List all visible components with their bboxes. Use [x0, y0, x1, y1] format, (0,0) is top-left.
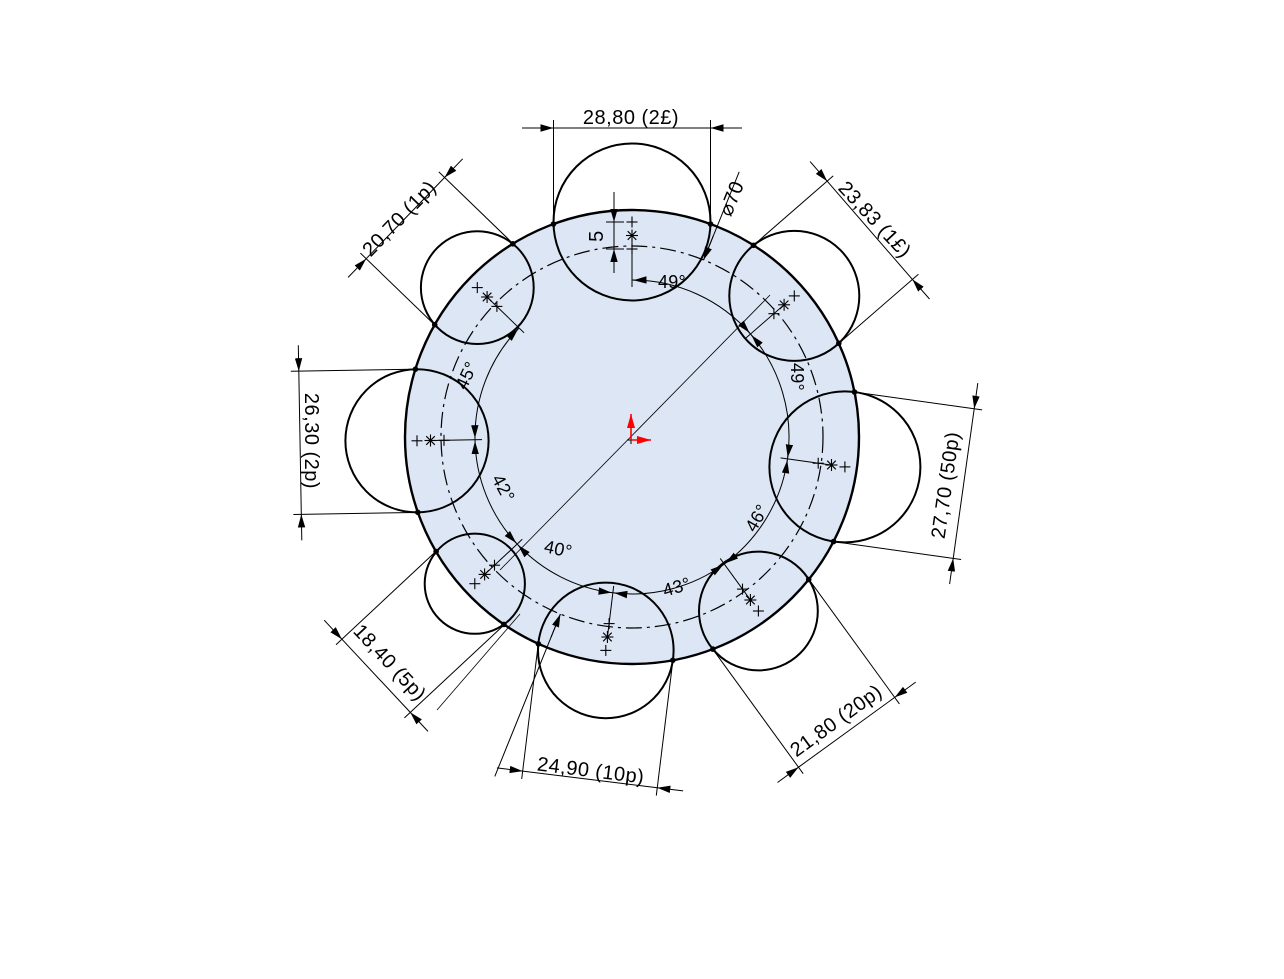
pocket-circle-1pound[interactable] — [728, 229, 861, 362]
angle-text-49-top[interactable]: 49° — [658, 272, 686, 292]
pocket-circle-5p[interactable] — [423, 532, 526, 635]
dim-2p — [290, 345, 415, 541]
angle-text-49-right[interactable]: 49° — [787, 363, 807, 391]
dim-diameter-70 — [494, 171, 740, 777]
dim-1pound — [754, 161, 930, 343]
sketch-origin[interactable] — [627, 414, 651, 444]
dim-text-diameter70[interactable]: ⌀70 — [715, 178, 749, 219]
dim-5p — [323, 549, 507, 732]
dim-text-50p[interactable]: 27,70 (50p) — [928, 430, 965, 540]
dim-10p — [496, 646, 684, 796]
pocket-circle-50p[interactable] — [768, 390, 922, 544]
dim-text-20p[interactable]: 21,80 (20p) — [786, 681, 886, 762]
pocket-circle-1p[interactable] — [419, 230, 535, 346]
dim-text-1pound[interactable]: 23,83 (1£) — [834, 177, 916, 262]
dim-text-1p[interactable]: 20,70 (1p) — [358, 177, 441, 261]
dim-offset-5 — [606, 192, 624, 273]
dim-text-2pound[interactable]: 28,80 (2£) — [583, 107, 679, 129]
dim-20p — [712, 579, 916, 783]
dim-text-10p[interactable]: 24,90 (10p) — [536, 754, 646, 789]
pocket-circle-20p[interactable] — [698, 550, 819, 672]
dim-2pound — [522, 120, 742, 218]
intersection-dots — [412, 221, 858, 664]
dim-1p — [347, 158, 514, 326]
dim-50p — [838, 383, 983, 585]
dim-text-offset5[interactable]: 5 — [586, 230, 608, 242]
dim-text-2p[interactable]: 26,30 (2p) — [300, 393, 322, 489]
dim-text-5p[interactable]: 18,40 (5p) — [349, 620, 431, 705]
construction-lines — [436, 294, 771, 711]
pocket-circle-10p[interactable] — [537, 581, 675, 720]
angle-arcs — [471, 276, 794, 599]
